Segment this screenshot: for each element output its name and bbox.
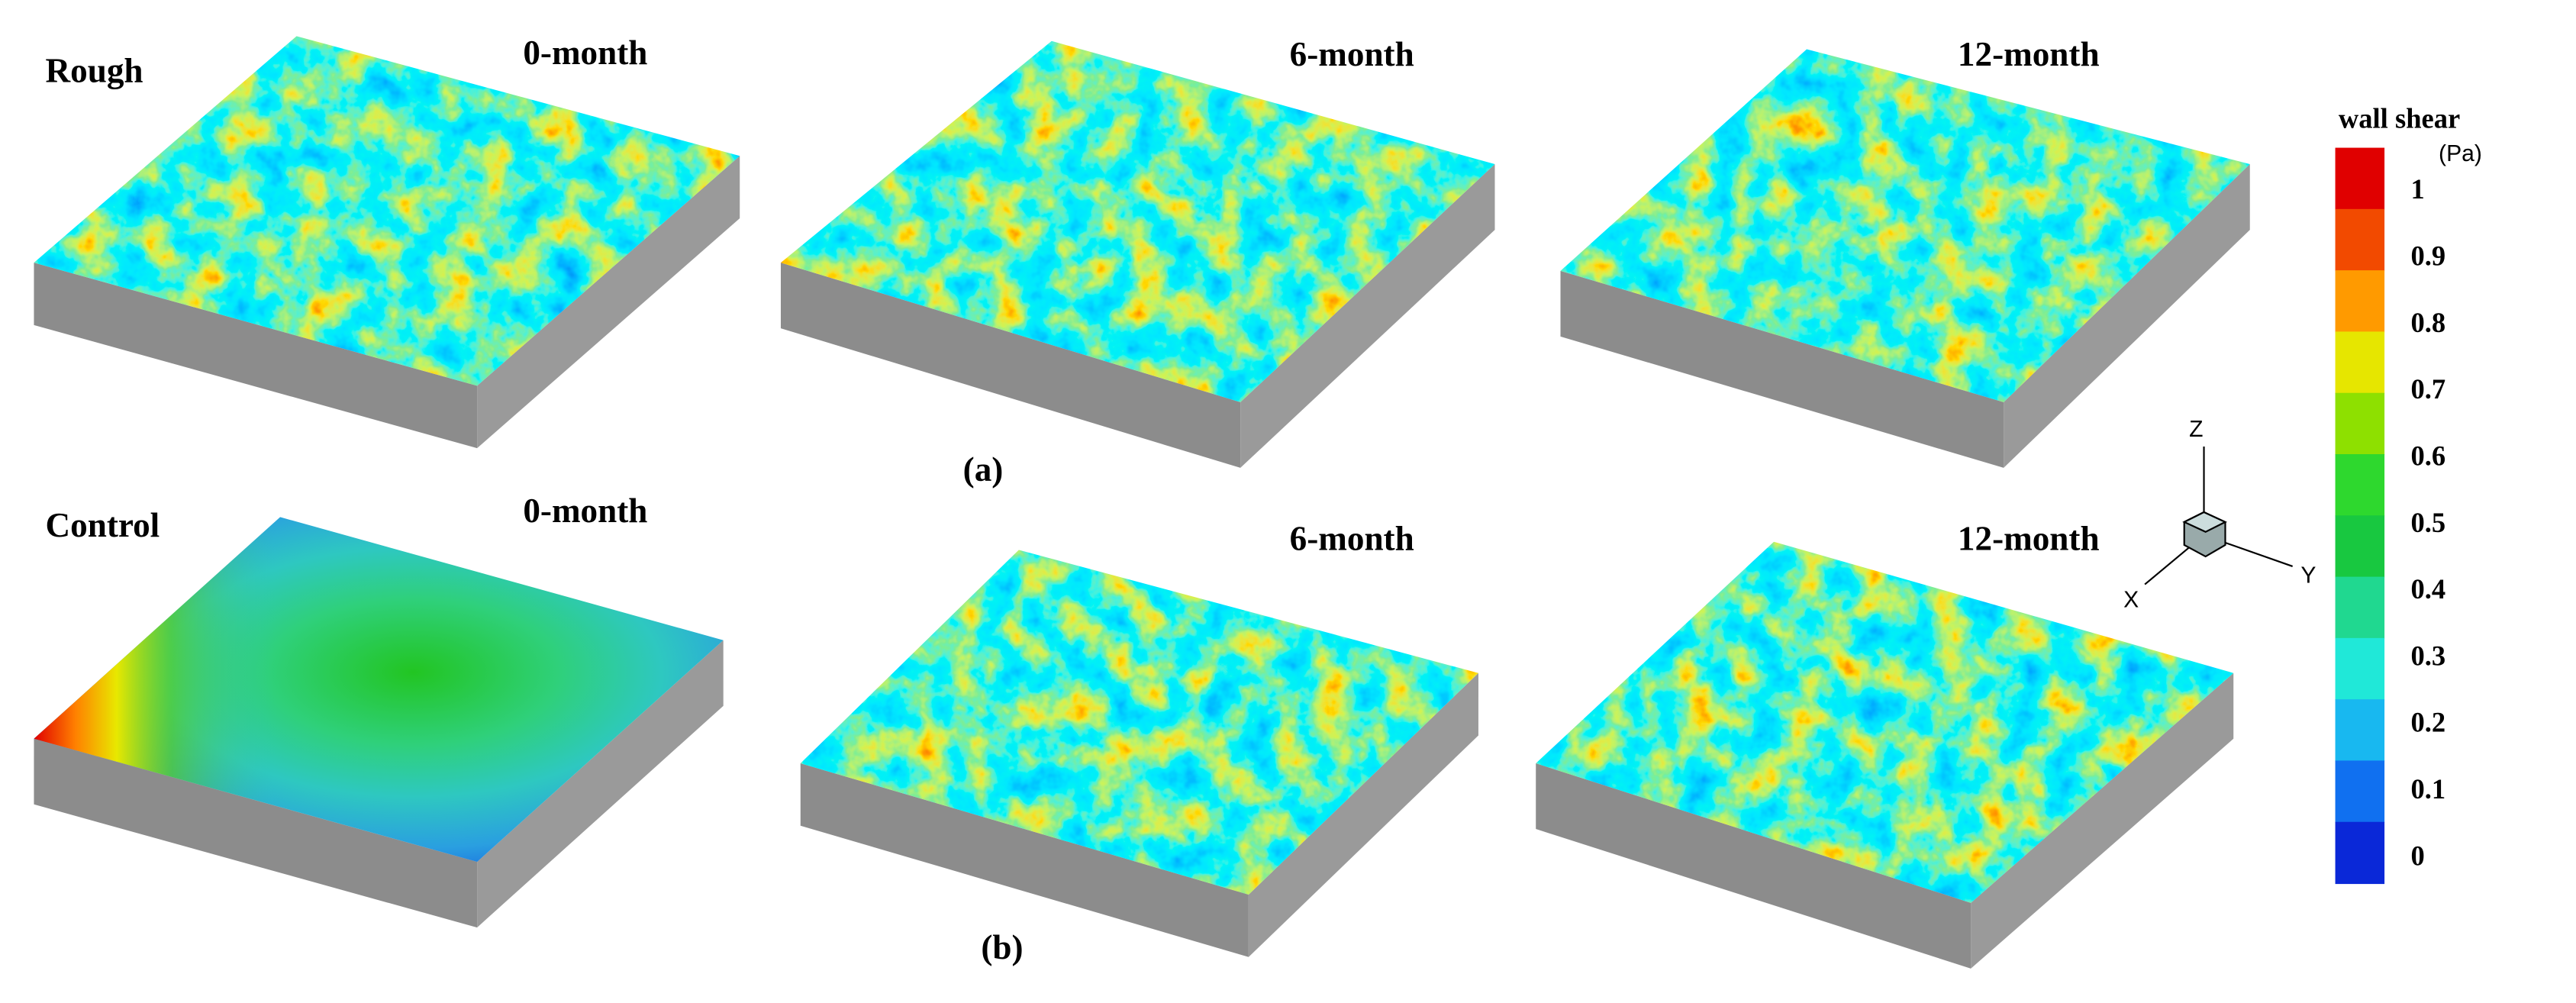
panel-title: 12-month — [1958, 35, 2100, 73]
block-side — [1560, 270, 2004, 468]
colorbar-tick-label: 1 — [2410, 173, 2424, 205]
panel-title: 0-month — [523, 492, 647, 530]
colorbar-band — [2335, 270, 2385, 333]
colorbar-tick-label: 0.2 — [2410, 707, 2445, 738]
axis-cube — [2182, 511, 2227, 533]
colorbar-unit: (Pa) — [2439, 141, 2482, 166]
colorbar-band — [2335, 147, 2385, 210]
colorbar-band — [2335, 699, 2385, 762]
panel-title: 6-month — [1290, 519, 1414, 557]
colorbar-tick-label: 0.4 — [2410, 573, 2445, 605]
colorbar-tick-label: 0.3 — [2410, 640, 2445, 671]
colorbar-tick-label: 0 — [2410, 840, 2424, 871]
colorbar-tick-label: 0.5 — [2410, 507, 2445, 538]
colorbar-tick-label: 0.9 — [2410, 240, 2445, 272]
axis-triad: Z Y X — [2123, 417, 2316, 613]
axis-label: X — [2123, 588, 2139, 613]
panel-title: 0-month — [523, 34, 647, 72]
block-side — [800, 763, 1249, 957]
colorbar-band — [2335, 453, 2385, 517]
labels: Rough 0-month 6-month 12-month (a) Contr… — [46, 34, 2482, 966]
colorbar-tick-label: 0.6 — [2410, 440, 2445, 471]
block-side — [34, 263, 478, 449]
axis-label: Y — [2300, 563, 2316, 588]
colorbar-band — [2335, 637, 2385, 701]
block-side — [34, 738, 478, 928]
colorbar-band — [2335, 821, 2385, 885]
block-side — [1240, 164, 1495, 468]
colorbar-band — [2335, 515, 2385, 578]
colorbar-band — [2335, 331, 2385, 394]
colorbar-tick-label: 0.7 — [2410, 373, 2445, 405]
axis-label: Z — [2189, 417, 2203, 442]
block-side — [1536, 763, 1971, 969]
panel-title: 12-month — [1958, 519, 2100, 557]
colorbar-title: wall shear — [2339, 103, 2460, 134]
block-side — [780, 263, 1241, 468]
colorbar-band — [2335, 576, 2385, 639]
block-side — [477, 156, 740, 449]
block-side — [2004, 164, 2250, 468]
caption: (a) — [963, 450, 1004, 489]
block-side — [477, 640, 724, 928]
caption: (b) — [981, 928, 1023, 966]
block-side — [1248, 672, 1478, 957]
colorbar-band — [2335, 208, 2385, 272]
colorbar: 0 0.1 0.2 0.3 0.4 0.5 0.6 0.7 0.8 0.9 1 — [2335, 147, 2445, 885]
block-side — [1971, 672, 2234, 969]
panel-title: 6-month — [1290, 35, 1414, 73]
row-label: Rough — [46, 52, 143, 90]
colorbar-band — [2335, 392, 2385, 456]
colorbar-tick-label: 0.8 — [2410, 307, 2445, 338]
panels — [34, 36, 2250, 969]
colorbar-band — [2335, 760, 2385, 823]
row-label: Control — [46, 506, 160, 544]
colorbar-tick-label: 0.1 — [2410, 773, 2445, 805]
